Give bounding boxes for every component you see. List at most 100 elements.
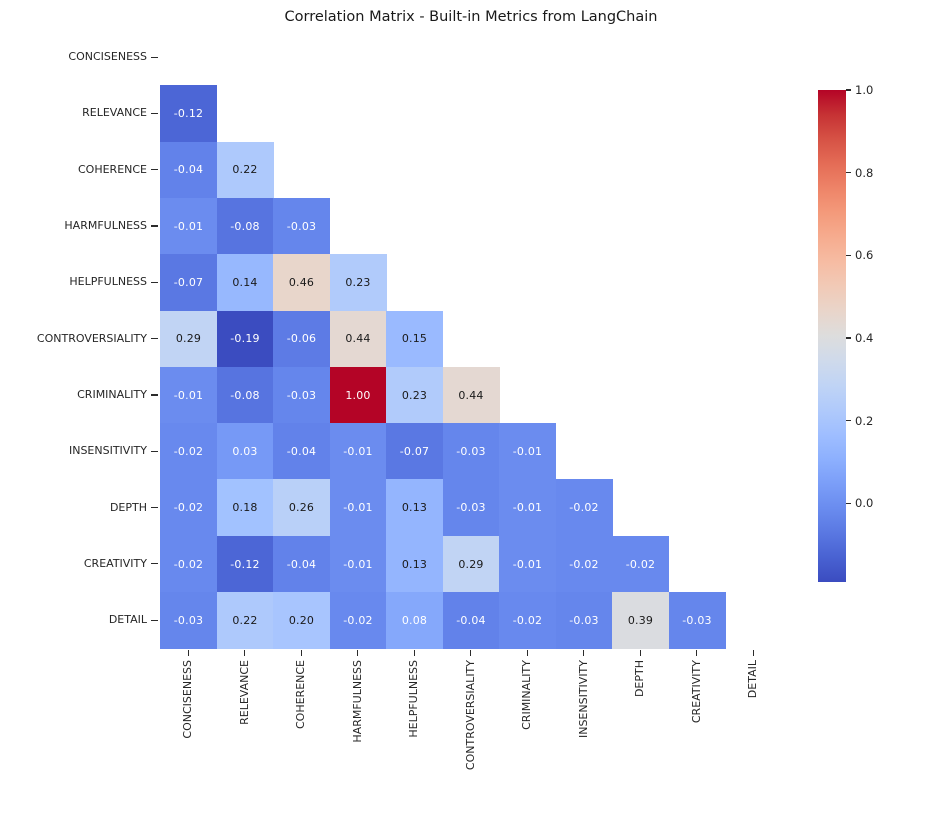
- y-tick-label-helpfulness: HELPFULNESS: [69, 275, 147, 289]
- colorbar-tick-label: 0.4: [855, 331, 874, 346]
- cell-value: -0.06: [286, 332, 317, 346]
- heatmap-cell-insensitivity-relevance: 0.03: [216, 423, 274, 480]
- y-tick-label-relevance: RELEVANCE: [82, 106, 147, 120]
- cell-value: -0.01: [512, 557, 543, 571]
- heatmap-cell-depth-harmfulness: -0.01: [329, 479, 387, 537]
- cell-value: -0.19: [230, 332, 260, 346]
- x-tick-label-insensitivity: INSENSITIVITY: [576, 660, 590, 739]
- x-tick-mark: [639, 650, 641, 657]
- heatmap-cell-detail-harmfulness: -0.02: [329, 592, 387, 649]
- y-tick-mark: [151, 563, 158, 565]
- heatmap-cell-creativity-harmfulness: -0.01: [329, 535, 387, 593]
- heatmap-cell-detail-creativity: -0.03: [668, 592, 726, 649]
- cell-value: -0.01: [173, 388, 204, 402]
- heatmap-cell-detail-depth: 0.39: [612, 592, 669, 649]
- y-tick-label-criminality: CRIMINALITY: [77, 387, 147, 401]
- x-tick-mark: [413, 650, 415, 657]
- cell-value: -0.02: [512, 613, 543, 627]
- heatmap-cell-creativity-depth: -0.02: [612, 535, 669, 593]
- heatmap-cell-depth-relevance: 0.18: [216, 479, 274, 537]
- heatmap-cell-depth-controversiality: -0.03: [442, 479, 500, 537]
- x-tick-label-criminality: CRIMINALITY: [520, 660, 534, 731]
- y-tick-mark: [151, 281, 158, 283]
- cell-value: -0.03: [456, 444, 486, 458]
- heatmap-cell-detail-criminality: -0.02: [499, 592, 556, 649]
- y-tick-label-creativity: CREATIVITY: [83, 556, 147, 570]
- cell-value: -0.02: [569, 501, 599, 515]
- chart-title: Correlation Matrix - Built-in Metrics fr…: [284, 9, 658, 25]
- x-tick-label-depth: DEPTH: [633, 660, 647, 698]
- heatmap-cell-creativity-coherence: -0.04: [273, 535, 330, 593]
- colorbar-tick-label: 0.0: [855, 496, 874, 511]
- cell-value: -0.07: [173, 276, 204, 290]
- colorbar-tick-label: 0.6: [855, 248, 874, 263]
- x-tick-mark: [583, 650, 585, 657]
- heatmap-cell-insensitivity-coherence: -0.04: [273, 423, 330, 480]
- heatmap-cell-criminality-coherence: -0.03: [273, 366, 330, 424]
- colorbar-tick-mark: [846, 172, 851, 174]
- x-tick-label-creativity: CREATIVITY: [689, 660, 703, 724]
- y-tick-mark: [151, 169, 158, 171]
- heatmap-cell-depth-conciseness: -0.02: [160, 479, 217, 537]
- x-tick-mark: [187, 650, 189, 657]
- x-tick-label-controversiality: CONTROVERSIALITY: [463, 660, 477, 771]
- heatmap-cell-controversiality-coherence: -0.06: [273, 310, 330, 368]
- heatmap-cell-relevance-conciseness: -0.12: [160, 85, 217, 143]
- cell-value: -0.03: [286, 388, 317, 402]
- heatmap-cell-insensitivity-helpfulness: -0.07: [386, 423, 443, 480]
- heatmap-cell-detail-helpfulness: 0.08: [386, 592, 443, 649]
- heatmap-cell-depth-criminality: -0.01: [499, 479, 556, 537]
- x-tick-mark: [244, 650, 246, 657]
- heatmap-cell-criminality-relevance: -0.08: [216, 366, 274, 424]
- y-tick-label-harmfulness: HARMFULNESS: [64, 219, 147, 233]
- heatmap-cell-helpfulness-coherence: 0.46: [273, 254, 330, 311]
- y-tick-label-conciseness: CONCISENESS: [68, 50, 147, 64]
- cell-value: 0.44: [458, 388, 484, 402]
- heatmap-cell-criminality-conciseness: -0.01: [160, 366, 217, 424]
- cell-value: 0.13: [401, 557, 428, 571]
- x-tick-mark: [752, 650, 754, 657]
- heatmap-cell-creativity-relevance: -0.12: [216, 535, 274, 593]
- colorbar-tick-mark: [846, 420, 851, 422]
- colorbar-tick-mark: [846, 337, 851, 339]
- cell-value: -0.04: [286, 444, 317, 458]
- x-tick-label-coherence: COHERENCE: [294, 660, 308, 730]
- cell-value: 0.29: [175, 332, 202, 346]
- heatmap-cell-detail-coherence: 0.20: [273, 592, 330, 649]
- cell-value: -0.02: [173, 501, 204, 515]
- x-tick-mark: [470, 650, 472, 657]
- heatmap-cell-creativity-criminality: -0.01: [499, 535, 556, 593]
- y-tick-mark: [151, 112, 158, 115]
- heatmap-cell-creativity-insensitivity: -0.02: [555, 535, 613, 593]
- heatmap-cell-depth-insensitivity: -0.02: [555, 479, 613, 537]
- x-tick-label-helpfulness: HELPFULNESS: [407, 660, 421, 738]
- y-tick-label-controversiality: CONTROVERSIALITY: [36, 331, 147, 345]
- heatmap-cell-controversiality-relevance: -0.19: [216, 310, 274, 368]
- heatmap-cell-criminality-helpfulness: 0.23: [386, 366, 443, 424]
- heatmap-cell-helpfulness-conciseness: -0.07: [160, 254, 217, 311]
- cell-value: 0.03: [232, 444, 258, 458]
- cell-value: -0.01: [512, 444, 543, 458]
- heatmap-cell-criminality-controversiality: 0.44: [442, 366, 500, 424]
- colorbar-tick-label: 0.8: [855, 165, 874, 180]
- y-tick-mark: [151, 56, 158, 58]
- x-tick-mark: [300, 650, 302, 657]
- heatmap-cell-insensitivity-conciseness: -0.02: [160, 423, 217, 480]
- cell-value: -0.03: [456, 501, 486, 515]
- heatmap-cell-creativity-controversiality: 0.29: [442, 535, 500, 593]
- heatmap-cell-detail-conciseness: -0.03: [160, 592, 217, 649]
- cell-value: -0.03: [569, 613, 599, 627]
- cell-value: -0.08: [230, 388, 260, 402]
- cell-value: -0.04: [456, 613, 486, 627]
- cell-value: 0.46: [288, 276, 315, 290]
- cell-value: -0.02: [173, 444, 204, 458]
- heatmap-cell-harmfulness-conciseness: -0.01: [160, 197, 217, 255]
- x-tick-label-detail: DETAIL: [746, 660, 760, 699]
- colorbar: [818, 90, 846, 582]
- cell-value: -0.12: [173, 107, 204, 121]
- heatmap-cell-harmfulness-relevance: -0.08: [216, 197, 274, 255]
- cell-value: 0.22: [232, 613, 258, 627]
- y-tick-label-depth: DEPTH: [109, 500, 147, 514]
- heatmap-cell-harmfulness-coherence: -0.03: [273, 197, 330, 255]
- heatmap-cell-coherence-relevance: 0.22: [216, 141, 274, 199]
